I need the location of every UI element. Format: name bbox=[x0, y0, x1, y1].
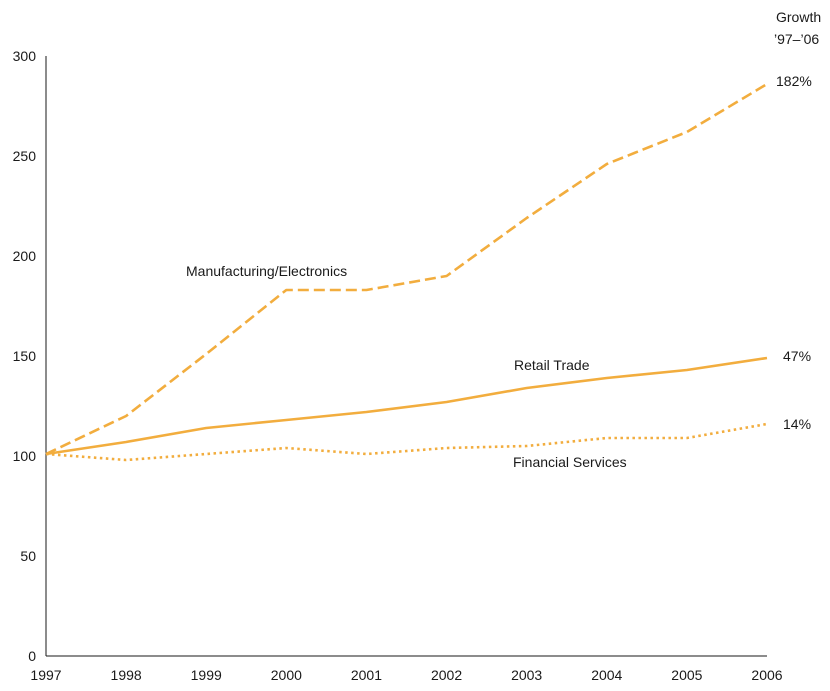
x-tick-label: 2000 bbox=[271, 667, 302, 683]
y-tick-label: 0 bbox=[28, 648, 36, 664]
y-tick-label: 100 bbox=[13, 448, 37, 464]
y-tick-label: 200 bbox=[13, 248, 37, 264]
chart-axes bbox=[45, 56, 767, 657]
series-line-financial-services bbox=[45, 422, 768, 462]
growth-value-manufacturing: 182% bbox=[776, 73, 812, 89]
y-tick-label: 150 bbox=[13, 348, 37, 364]
series-line-manufacturing-electronics bbox=[45, 82, 768, 456]
growth-value-retail: 47% bbox=[783, 348, 811, 364]
x-tick-label: 1998 bbox=[111, 667, 142, 683]
growth-value-financial: 14% bbox=[783, 416, 811, 432]
y-tick-labels: 0 50 100 150 200 250 300 bbox=[13, 48, 37, 664]
x-tick-label: 2004 bbox=[591, 667, 622, 683]
series-lines bbox=[45, 82, 768, 462]
x-tick-label: 2002 bbox=[431, 667, 462, 683]
x-tick-labels: 1997 1998 1999 2000 2001 2002 2003 2004 2005 2006 bbox=[30, 667, 782, 683]
x-tick-label: 2003 bbox=[511, 667, 542, 683]
growth-header-line2: ’97–’06 bbox=[774, 31, 819, 47]
y-tick-label: 300 bbox=[13, 48, 37, 64]
series-label-manufacturing: Manufacturing/Electronics bbox=[186, 263, 347, 279]
x-tick-label: 2001 bbox=[351, 667, 382, 683]
x-tick-label: 2006 bbox=[751, 667, 782, 683]
y-tick-label: 50 bbox=[20, 548, 36, 564]
x-tick-label: 1997 bbox=[30, 667, 61, 683]
series-label-retail: Retail Trade bbox=[514, 357, 590, 373]
x-tick-label: 1999 bbox=[191, 667, 222, 683]
series-label-financial: Financial Services bbox=[513, 454, 627, 470]
y-tick-label: 250 bbox=[13, 148, 37, 164]
growth-header-line1: Growth bbox=[776, 9, 821, 25]
x-tick-label: 2005 bbox=[671, 667, 702, 683]
series-line-retail-trade bbox=[45, 356, 768, 456]
